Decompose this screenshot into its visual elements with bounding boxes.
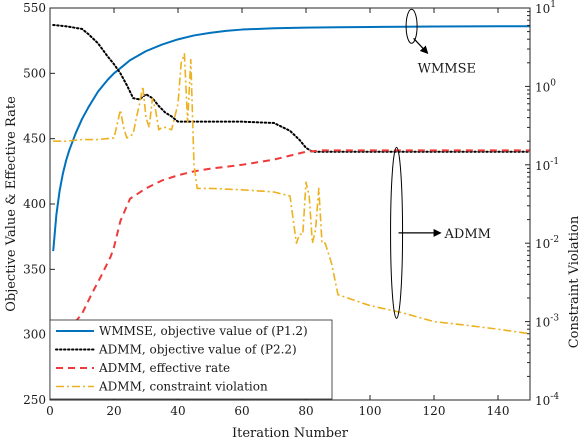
y-left-tick-label: 300 [23,328,46,342]
y-axis-right-label: Constraint Violation [567,215,582,348]
x-tick-label: 40 [170,404,185,418]
y-right-tick-label: 10-4 [535,392,559,408]
legend-label-1: WMMSE, objective value of (P1.2) [99,324,308,338]
x-tick-label: 120 [423,404,446,418]
x-tick-label: 0 [46,404,54,418]
y-right-tick-label: 100 [535,78,556,94]
series-line-3 [55,149,530,354]
y-right-tick-label: 10-2 [535,235,559,251]
x-tick-label: 80 [298,404,313,418]
y-left-tick-label: 450 [23,132,46,146]
y-right-tick-label: 10-3 [535,314,559,330]
x-tick-label: 20 [106,404,121,418]
y-right-tick-label: 10-1 [535,157,559,173]
legend-label-2: ADMM, objective value of (P2.2) [98,343,297,357]
legend: WMMSE, objective value of (P1.2) ADMM, ob… [49,319,333,400]
wmmse-arrow [413,37,429,55]
y-right-tick-label: 101 [535,0,556,16]
x-tick-label: 140 [487,404,510,418]
wmmse-label: WMMSE [418,61,476,76]
y-axis-left-label: Objective Value & Effective Rate [4,96,19,312]
series-line-1 [52,25,530,252]
legend-label-3: ADMM, effective rate [98,361,230,375]
annotation-layer: WMMSE ADMM [390,8,491,319]
series-layer [52,23,530,354]
y-left-tick-label: 400 [23,197,46,211]
axes: 0 20 40 60 80 100 120 140 250 300 350 400 450 500 550 1… [23,0,559,418]
x-tick-label: 100 [359,404,382,418]
admm-label: ADMM [444,227,491,242]
y-left-tick-label: 250 [23,393,46,407]
legend-label-4: ADMM, constraint violation [98,380,268,394]
x-tick-label: 60 [234,404,249,418]
legend-box [49,319,333,400]
series-line-2 [52,23,530,153]
y-left-tick-label: 350 [23,262,46,276]
wmmse-ellipse [405,8,418,44]
y-left-tick-label: 550 [23,1,46,15]
y-left-tick-label: 500 [23,66,46,80]
x-axis-label: Iteration Number [232,426,349,440]
series-line-4 [53,53,530,335]
